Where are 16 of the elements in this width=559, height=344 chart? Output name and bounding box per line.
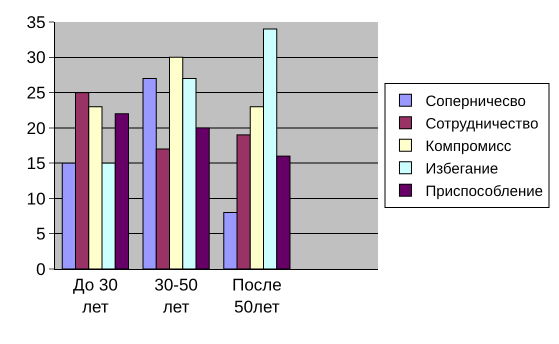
y-tick-label: 35 [26,12,46,32]
legend-label: Компромисс [425,138,512,156]
legend-label: Приспособление [425,183,543,200]
legend-label: Соперничесво [425,93,526,110]
x-tick-label: До 30 лет [72,275,118,316]
y-tick-label: 20 [26,118,46,138]
y-tick-label: 30 [26,48,46,68]
legend-label: Сотрудничество [425,116,538,133]
x-tick-label: После 50лет [232,275,282,316]
y-tick-label: 0 [36,260,46,279]
y-tick-label: 25 [26,84,46,103]
y-tick-label: 10 [26,189,46,208]
legend-label: Избегание [425,160,498,178]
y-tick-label: 5 [36,224,46,244]
y-tick-label: 15 [26,154,46,174]
x-tick-label: 30-50 лет [154,275,198,316]
